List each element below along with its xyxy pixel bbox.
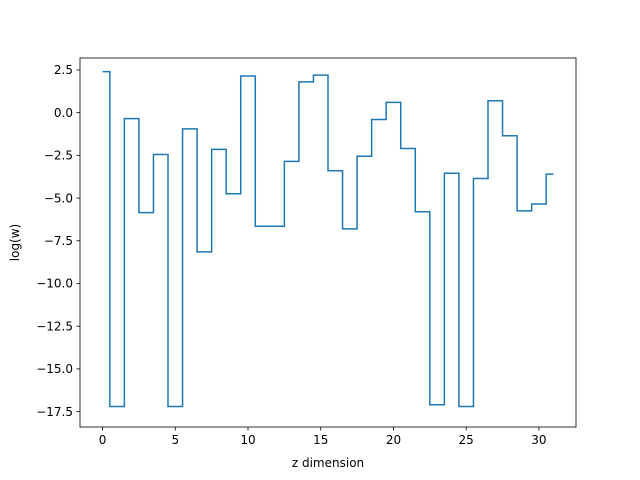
y-tick-label: −15.0 (36, 362, 73, 376)
y-axis-label: log(w) (8, 224, 22, 261)
y-tick-label: −12.5 (36, 319, 73, 333)
y-tick-label: 0.0 (54, 106, 73, 120)
x-tick-label: 5 (171, 433, 179, 447)
y-tick-label: −7.5 (44, 234, 73, 248)
x-tick-label: 10 (240, 433, 255, 447)
series-layer (102, 70, 554, 408)
x-axis-label: z dimension (292, 456, 364, 470)
y-tick-label: −10.0 (36, 277, 73, 291)
y-tick-label: −2.5 (44, 149, 73, 163)
y-tick-label: −17.5 (36, 405, 73, 419)
y-tick-label: −5.0 (44, 191, 73, 205)
axes-frame (79, 57, 577, 428)
x-tick-label: 20 (386, 433, 401, 447)
x-tick-label: 25 (459, 433, 474, 447)
x-tick-label: 0 (99, 433, 107, 447)
series-line-0 (102, 70, 554, 408)
y-axis-ticks: 2.5 0.0 −2.5 −5.0 −7.5 −10.0 −12.5 −15.0 −17.5 (36, 63, 80, 419)
x-axis-ticks: 0 5 10 15 20 25 30 (99, 427, 547, 447)
x-tick-label: 15 (313, 433, 328, 447)
y-tick-label: 2.5 (54, 63, 73, 77)
x-tick-label: 30 (531, 433, 546, 447)
